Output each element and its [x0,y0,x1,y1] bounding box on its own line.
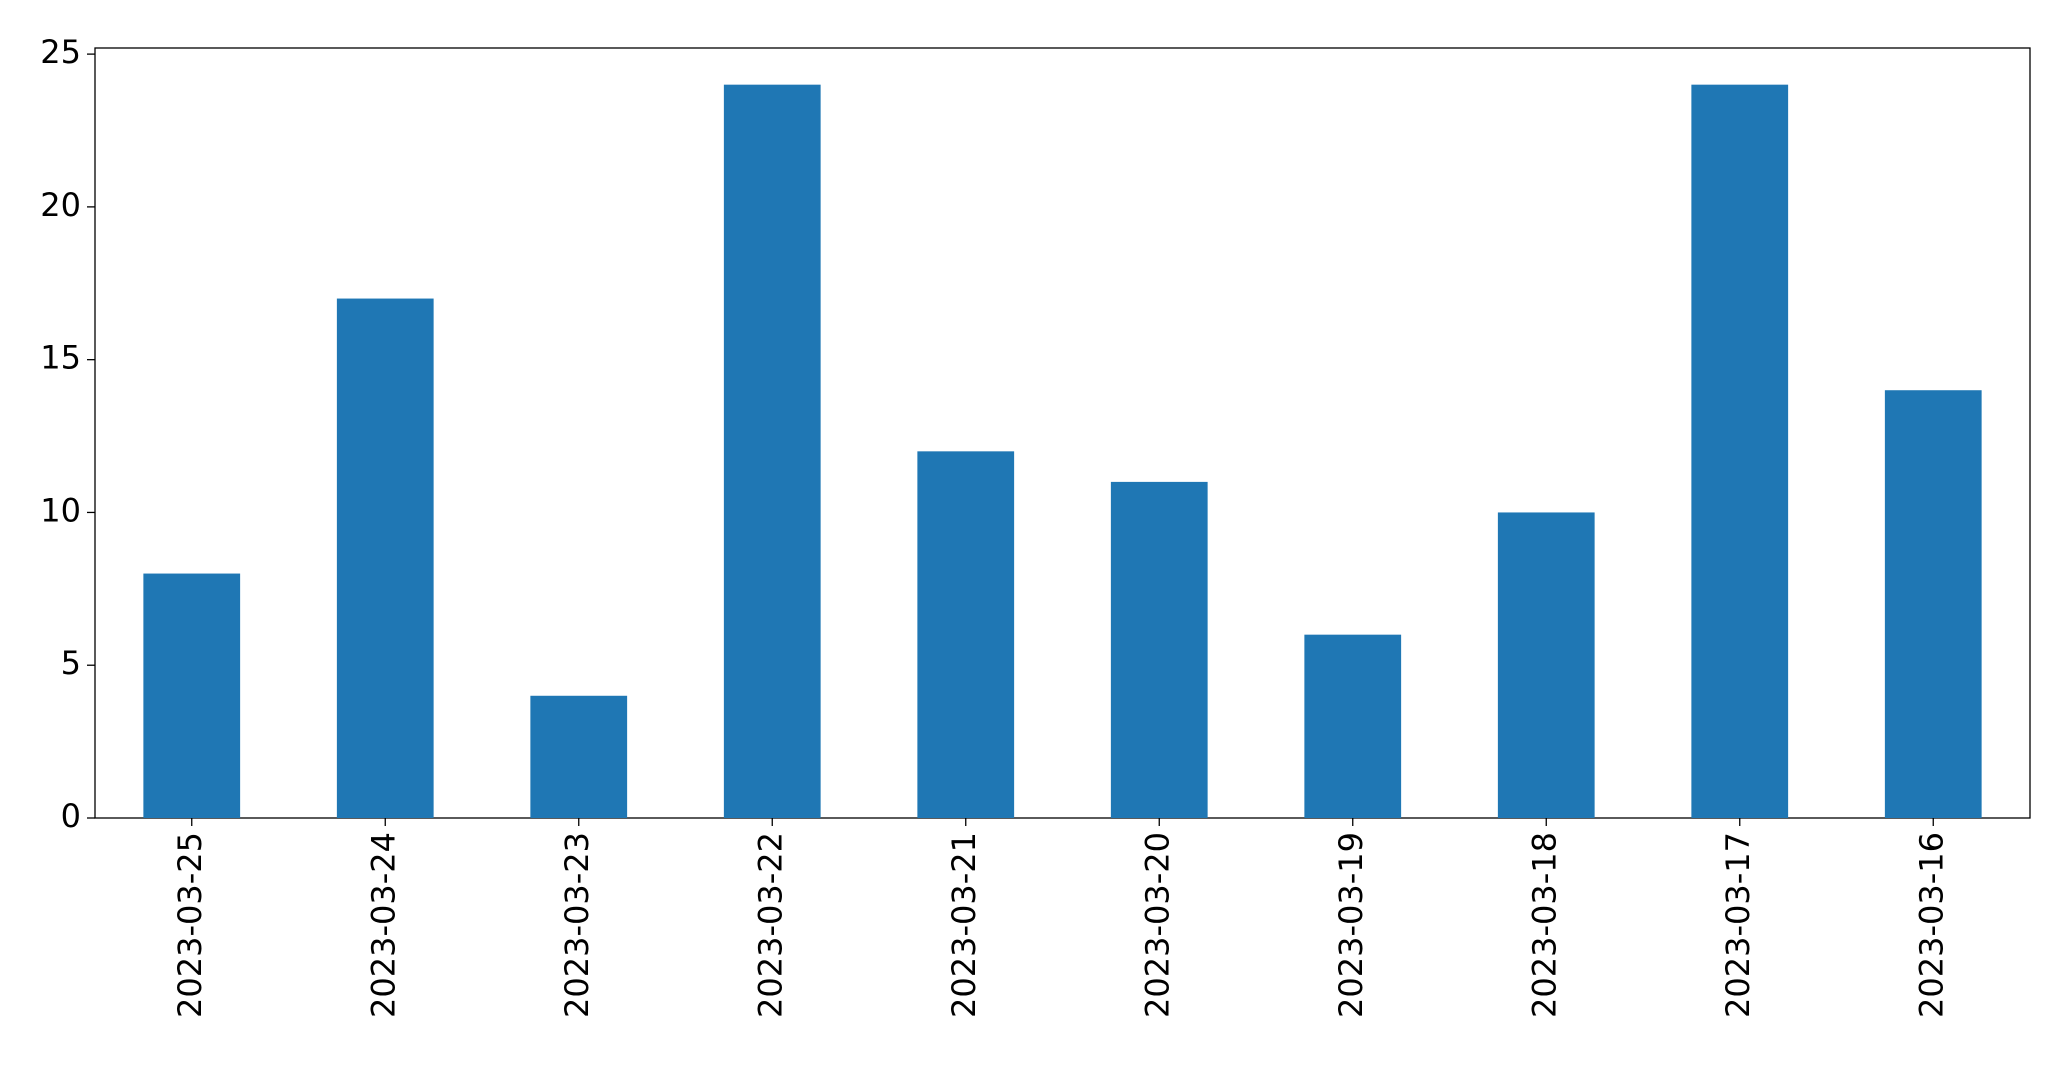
x-tick-label: 2023-03-22 [751,832,789,1018]
bar [336,298,434,818]
x-tick-label: 2023-03-21 [945,832,983,1018]
bar [723,84,821,818]
x-tick-label: 2023-03-19 [1332,832,1370,1018]
bar [917,451,1015,818]
bar [1497,512,1595,818]
x-tick-label: 2023-03-16 [1912,832,1950,1018]
bar [1884,390,1982,818]
y-tick-label: 5 [61,644,81,682]
plot-frame [94,47,2031,819]
y-tick-label: 25 [40,33,81,71]
bar [1304,634,1402,818]
y-tick-label: 20 [40,186,81,224]
x-tick-label: 2023-03-23 [558,832,596,1018]
bar [530,695,628,818]
x-tick-label: 2023-03-17 [1719,832,1757,1018]
x-tick-label: 2023-03-25 [171,832,209,1018]
x-tick-label: 2023-03-20 [1138,832,1176,1018]
y-tick-label: 0 [61,797,81,835]
y-tick-label: 15 [40,339,81,377]
bar [143,573,241,818]
bar [1691,84,1789,818]
bar [1110,481,1208,818]
x-tick-label: 2023-03-18 [1525,832,1563,1018]
y-tick-label: 10 [40,491,81,529]
x-tick-label: 2023-03-24 [364,832,402,1018]
